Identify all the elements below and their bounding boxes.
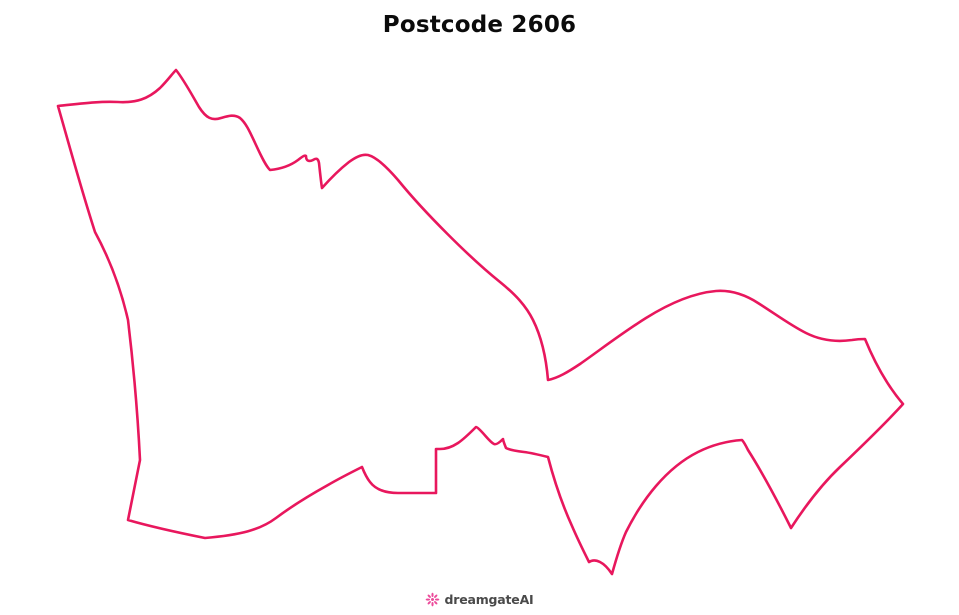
page-title: Postcode 2606 <box>382 12 577 38</box>
flower-asterisk-icon <box>426 592 440 607</box>
watermark: dreamgateAI <box>0 592 959 607</box>
watermark-label: dreamgateAI <box>444 592 534 607</box>
postcode-boundary-shape <box>56 68 905 576</box>
